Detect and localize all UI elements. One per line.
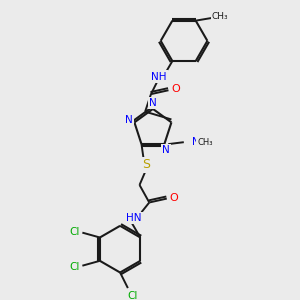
Text: CH₃: CH₃ [197, 138, 213, 147]
Text: Cl: Cl [128, 291, 138, 300]
Text: N: N [125, 116, 133, 125]
Text: Cl: Cl [69, 262, 80, 272]
Text: N: N [149, 98, 157, 108]
Text: CH₃: CH₃ [212, 12, 228, 21]
Text: N: N [162, 145, 170, 155]
Text: Cl: Cl [69, 227, 80, 237]
Text: O: O [171, 84, 180, 94]
Text: HN: HN [126, 213, 142, 223]
Text: N: N [192, 137, 199, 147]
Text: S: S [142, 158, 150, 171]
Text: NH: NH [151, 72, 167, 82]
Text: O: O [169, 193, 178, 202]
